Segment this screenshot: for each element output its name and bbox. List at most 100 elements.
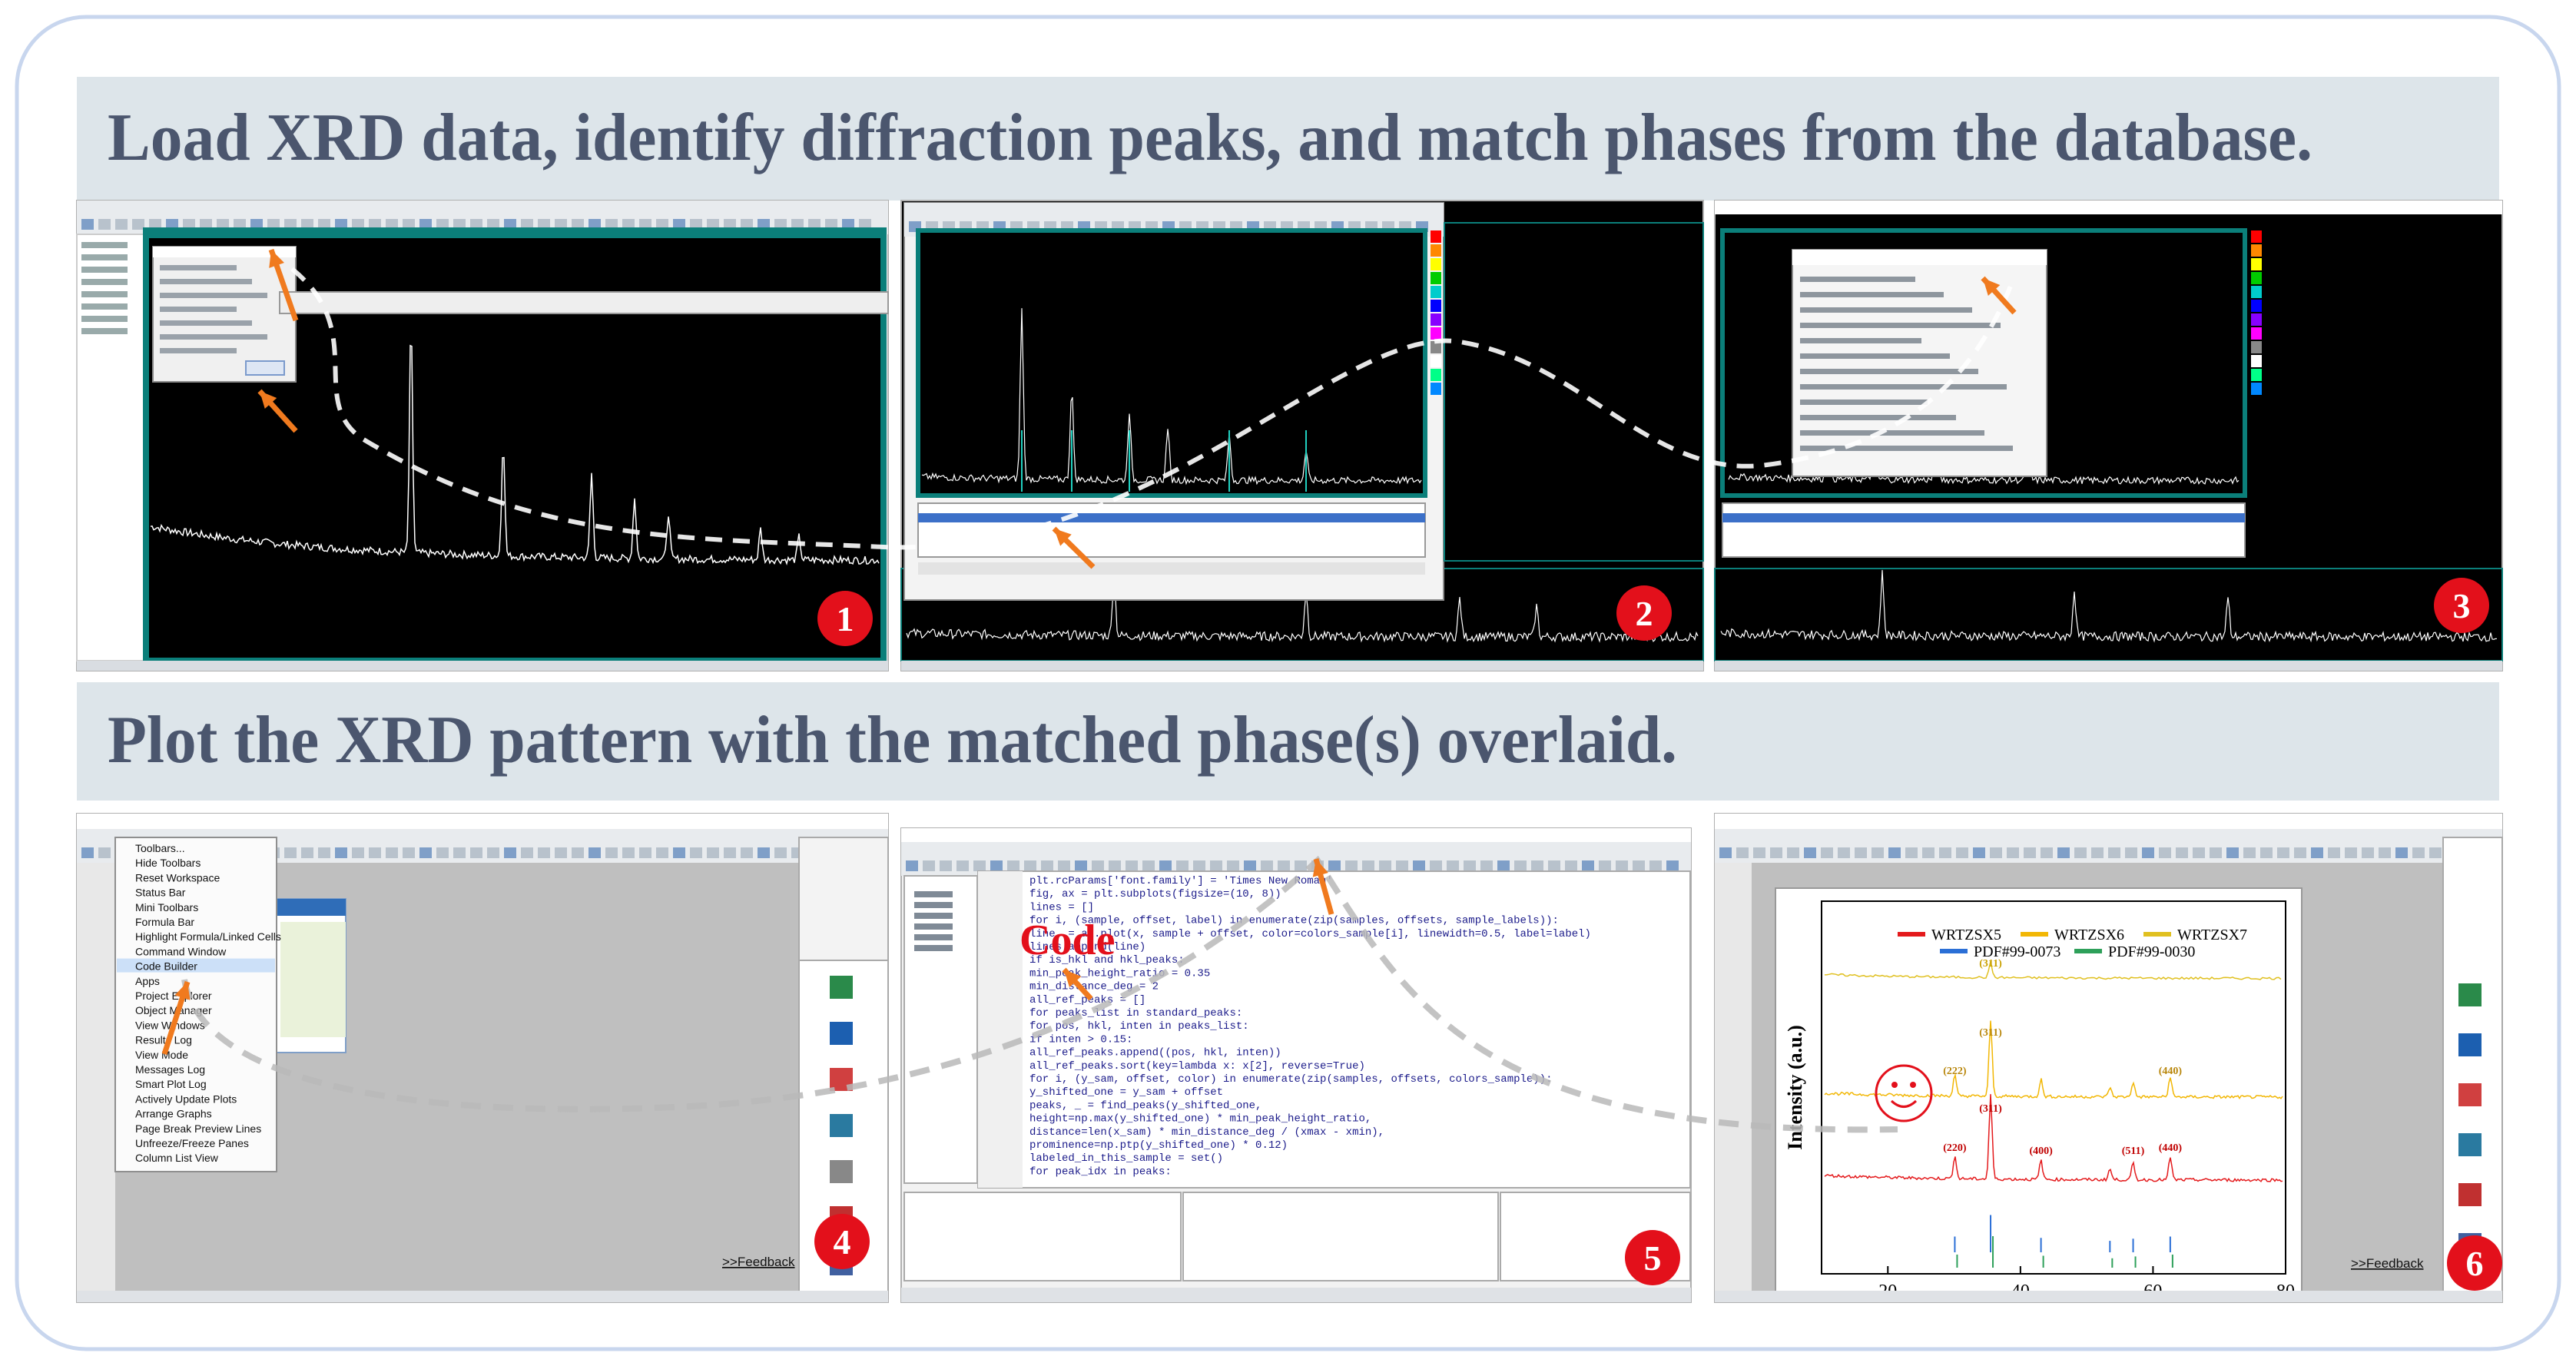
legend-label: PDF#99-0073 bbox=[1974, 943, 2060, 960]
toolbar-icon bbox=[1261, 860, 1273, 871]
code-line: prominence=np.ptp(y_shifted_one) * 0.12) bbox=[1029, 1139, 1288, 1152]
menu-item[interactable]: Smart Plot Log bbox=[135, 1078, 207, 1090]
menu-item[interactable]: Project Explorer bbox=[135, 990, 212, 1002]
color-swatch bbox=[2251, 369, 2262, 381]
menu-item[interactable]: Unfreeze/Freeze Panes bbox=[135, 1137, 249, 1149]
menu-item[interactable]: Page Break Preview Lines bbox=[135, 1122, 261, 1135]
feedback-link[interactable]: >>Feedback bbox=[722, 1255, 795, 1269]
app-icon bbox=[830, 1022, 853, 1045]
app-icon bbox=[2458, 1183, 2482, 1206]
feedback-link[interactable]: >>Feedback bbox=[2351, 1256, 2424, 1271]
menu-item[interactable]: Command Window bbox=[135, 945, 227, 957]
flow-curve bbox=[290, 267, 2015, 550]
toolbar-icon bbox=[436, 219, 449, 230]
toolbar-icon bbox=[1582, 860, 1594, 871]
toolbar-icon bbox=[673, 847, 685, 858]
menu-item[interactable]: View Mode bbox=[135, 1049, 188, 1061]
toolbar-icon bbox=[1531, 860, 1543, 871]
toolbar-icon bbox=[1362, 860, 1374, 871]
menu-item[interactable]: Mini Toolbars bbox=[135, 901, 198, 913]
screenshot-5: plt.rcParams['font.family'] = 'Times New… bbox=[900, 827, 1692, 1303]
menu-item[interactable]: Apps bbox=[135, 975, 160, 987]
menu-item[interactable]: Results Log bbox=[135, 1034, 192, 1046]
toolbar-icon bbox=[707, 847, 719, 858]
menu-item[interactable]: Code Builder bbox=[135, 960, 197, 973]
menu-item[interactable]: Arrange Graphs bbox=[135, 1108, 212, 1120]
step-number: 4 bbox=[834, 1222, 851, 1262]
toolbar-icon bbox=[2311, 847, 2323, 858]
toolbar-icon bbox=[2226, 847, 2239, 858]
menu-item[interactable]: Messages Log bbox=[135, 1063, 205, 1076]
worksheet-header bbox=[273, 899, 346, 916]
color-swatch bbox=[1431, 300, 1441, 312]
toolbar-icon bbox=[690, 219, 702, 230]
menu-item[interactable]: Hide Toolbars bbox=[135, 857, 201, 869]
arrow-head bbox=[174, 982, 191, 1000]
toolbar-icon bbox=[521, 847, 533, 858]
menu-item[interactable]: Object Manager bbox=[135, 1004, 212, 1016]
tree-entry bbox=[914, 945, 953, 951]
card-row bbox=[1800, 338, 1921, 343]
file-entry bbox=[81, 303, 128, 310]
toolbar-icon bbox=[2429, 847, 2442, 858]
menu-item[interactable]: Actively Update Plots bbox=[135, 1092, 237, 1105]
toolbar-icon bbox=[1464, 860, 1476, 871]
toolbar-icon bbox=[504, 219, 516, 230]
toolbar-icon bbox=[1109, 860, 1121, 871]
background-pattern bbox=[1714, 568, 2503, 661]
color-swatch bbox=[2251, 286, 2262, 298]
menu-item[interactable]: View Windows bbox=[135, 1019, 205, 1031]
toolbar-icon bbox=[419, 219, 432, 230]
toolbar-icon bbox=[1719, 847, 1732, 858]
toolbar-icon bbox=[538, 847, 550, 858]
menu-item[interactable]: Toolbars... bbox=[135, 842, 185, 854]
menu-item[interactable]: Status Bar bbox=[135, 887, 186, 899]
dialog-row bbox=[160, 279, 252, 284]
dialog-button bbox=[245, 360, 285, 376]
toolbar-icon bbox=[2328, 847, 2340, 858]
color-swatch bbox=[1431, 369, 1441, 381]
toolbar-icon bbox=[1548, 860, 1560, 871]
toolbar-icon bbox=[1024, 860, 1036, 871]
toolbar-icon bbox=[2345, 847, 2357, 858]
code-line: peaks, _ = find_peaks(y_shifted_one, bbox=[1029, 1099, 1261, 1112]
toolbar-icon bbox=[758, 219, 770, 230]
trace bbox=[1824, 1020, 2283, 1100]
toolbar-icon bbox=[1447, 860, 1459, 871]
toolbar-icon bbox=[774, 847, 787, 858]
color-swatch bbox=[2251, 383, 2262, 395]
toolbar-icon bbox=[1855, 847, 1867, 858]
step-badge bbox=[2434, 578, 2489, 633]
toolbar-icon bbox=[1905, 847, 1918, 858]
toolbar-icon bbox=[301, 219, 313, 230]
toolbar-icon bbox=[1210, 860, 1222, 871]
menu-item[interactable]: Highlight Formula/Linked Cells bbox=[135, 930, 281, 943]
screenshot-3 bbox=[1714, 200, 2503, 671]
menu-item[interactable]: Formula Bar bbox=[135, 916, 194, 928]
color-swatch bbox=[1431, 272, 1441, 284]
toolbar-icon bbox=[1736, 847, 1749, 858]
menu-item[interactable]: Reset Workspace bbox=[135, 871, 220, 884]
toolbar-icon bbox=[1804, 847, 1816, 858]
toolbar-icon bbox=[149, 219, 161, 230]
toolbar-icon bbox=[808, 219, 821, 230]
peak-label: (400) bbox=[2029, 1146, 2053, 1157]
toolbar-icon bbox=[267, 219, 280, 230]
toolbar-icon bbox=[2193, 847, 2205, 858]
status-bar bbox=[901, 1288, 1691, 1302]
toolbar-icon bbox=[1666, 860, 1679, 871]
toolbar-icon bbox=[2395, 847, 2408, 858]
screenshot-4: Toolbars... Hide Toolbars Reset Workspace S… bbox=[76, 813, 889, 1303]
menu-item[interactable]: Column List View bbox=[135, 1152, 219, 1164]
file-entry bbox=[81, 291, 128, 297]
pattern-header bbox=[146, 230, 884, 238]
app-icon bbox=[830, 976, 853, 999]
step-number: 1 bbox=[837, 599, 854, 638]
code-line: line, = ax.plot(x, sample + offset, colo… bbox=[1029, 928, 1591, 940]
toolbar-icon bbox=[2142, 847, 2154, 858]
toolbar-icon bbox=[115, 219, 128, 230]
color-swatch bbox=[2251, 230, 2262, 243]
card-row bbox=[1800, 353, 1950, 359]
toolbar-icon bbox=[1649, 860, 1662, 871]
